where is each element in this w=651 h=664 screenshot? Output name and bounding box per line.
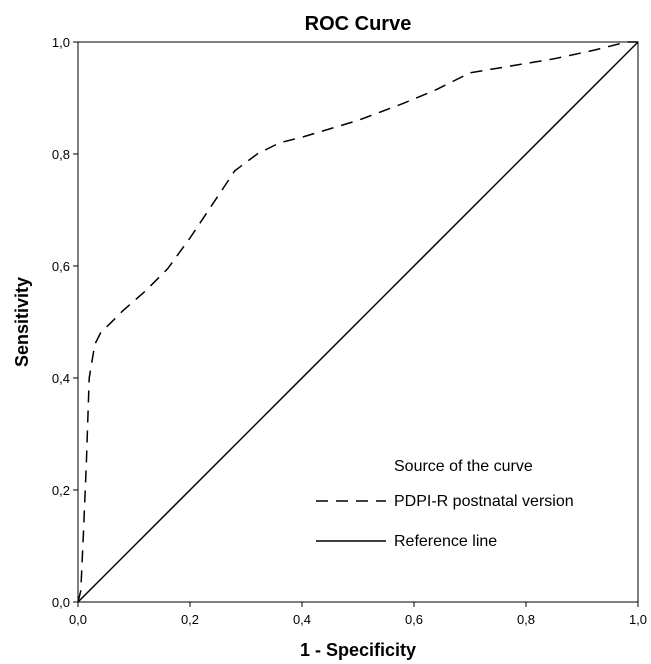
plot-frame	[77, 41, 639, 603]
axis-ticks: 0,0 0,2 0,4 0,6 0,8 1,0 0,0 0,2 0,4 0,6 0,8 1,0	[52, 35, 647, 627]
x-tick-label: 0,6	[405, 612, 423, 627]
series-layer	[77, 41, 639, 603]
y-tick-label: 0,0	[52, 595, 70, 610]
y-axis-label: Sensitivity	[12, 277, 32, 367]
y-tick-label: 0,6	[52, 259, 70, 274]
y-tick-label: 0,2	[52, 483, 70, 498]
pdpi-r-series-line	[77, 41, 638, 603]
x-tick-label: 1,0	[629, 612, 647, 627]
legend: Source of the curve PDPI-R postnatal ver…	[316, 458, 574, 550]
x-tick-label: 0,8	[517, 612, 535, 627]
x-axis-label: 1 - Specificity	[300, 640, 416, 660]
legend-title: Source of the curve	[394, 458, 533, 475]
y-tick-label: 0,8	[52, 147, 70, 162]
x-tick-label: 0,0	[69, 612, 87, 627]
x-tick-label: 0,2	[181, 612, 199, 627]
reference-line	[77, 41, 639, 603]
chart-title: ROC Curve	[305, 13, 412, 35]
y-tick-label: 0,4	[52, 371, 70, 386]
legend-entry-label: Reference line	[394, 533, 497, 550]
x-tick-label: 0,4	[293, 612, 311, 627]
legend-entry-label: PDPI-R postnatal version	[394, 493, 574, 510]
y-tick-label: 1,0	[52, 35, 70, 50]
